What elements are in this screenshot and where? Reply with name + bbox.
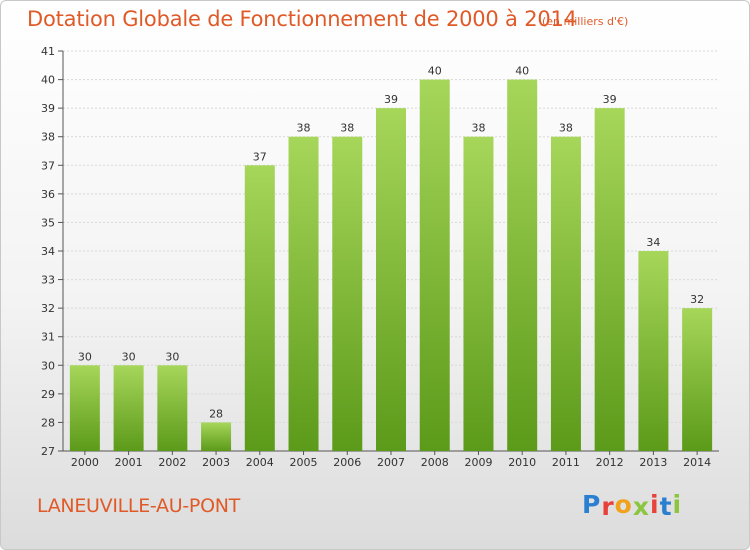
bar (244, 165, 275, 452)
data-label: 38 (559, 122, 573, 135)
x-tick-label: 2007 (377, 456, 405, 469)
logo-letter: i (672, 490, 683, 519)
data-label: 37 (253, 150, 267, 163)
logo-letter: x (632, 492, 650, 521)
x-tick-label: 2008 (421, 456, 449, 469)
y-tick-label: 32 (41, 302, 55, 315)
x-tick-label: 2011 (552, 456, 580, 469)
x-tick-label: 2012 (596, 456, 624, 469)
y-tick-label: 29 (41, 388, 55, 401)
data-label: 34 (646, 236, 660, 249)
logo-letter: r (601, 492, 615, 521)
bar (69, 365, 100, 451)
data-label: 39 (603, 93, 617, 106)
chart-title: Dotation Globale de Fonctionnement de 20… (27, 7, 577, 31)
proxiti-logo: Proxiti (582, 490, 683, 521)
x-tick-label: 2005 (290, 456, 318, 469)
data-label: 38 (297, 122, 311, 135)
logo-letter: t (659, 492, 673, 521)
logo-letter: i (650, 490, 660, 519)
bar (157, 365, 188, 451)
y-tick-label: 38 (41, 131, 55, 144)
x-tick-label: 2001 (115, 456, 143, 469)
x-tick-label: 2014 (683, 456, 711, 469)
data-label: 40 (515, 65, 529, 78)
data-label: 32 (690, 293, 704, 306)
bar (638, 251, 669, 451)
x-tick-label: 2004 (246, 456, 274, 469)
bar (419, 79, 450, 452)
data-label: 30 (122, 350, 136, 363)
logo-letter: o (614, 490, 633, 519)
y-tick-label: 35 (41, 216, 55, 229)
x-tick-label: 2000 (71, 456, 99, 469)
y-tick-label: 40 (41, 74, 55, 87)
bar (332, 136, 363, 451)
data-label: 40 (428, 65, 442, 78)
y-tick-label: 39 (41, 102, 55, 115)
y-tick-label: 41 (41, 45, 55, 58)
x-tick-label: 2010 (508, 456, 536, 469)
x-tick-label: 2009 (464, 456, 492, 469)
y-tick-label: 36 (41, 188, 55, 201)
chart-unit-label: (en milliers d'€) (542, 15, 629, 28)
y-tick-label: 37 (41, 159, 55, 172)
bar (682, 308, 713, 451)
y-tick-label: 27 (41, 445, 55, 458)
bar (507, 79, 538, 452)
data-label: 39 (384, 93, 398, 106)
bar (113, 365, 144, 451)
y-tick-label: 34 (41, 245, 55, 258)
y-tick-label: 31 (41, 331, 55, 344)
x-tick-label: 2013 (639, 456, 667, 469)
bar (463, 136, 494, 451)
bar (288, 136, 319, 451)
y-tick-label: 33 (41, 274, 55, 287)
bar (550, 136, 581, 451)
logo-letter: P (582, 490, 602, 519)
data-label: 38 (471, 122, 485, 135)
bar (201, 422, 232, 451)
bar (594, 108, 625, 452)
x-tick-label: 2003 (202, 456, 230, 469)
y-tick-label: 28 (41, 416, 55, 429)
x-tick-label: 2006 (333, 456, 361, 469)
data-label: 38 (340, 122, 354, 135)
y-tick-label: 30 (41, 359, 55, 372)
data-label: 30 (78, 350, 92, 363)
data-label: 30 (165, 350, 179, 363)
bar (376, 108, 406, 452)
commune-name: LANEUVILLE-AU-PONT (37, 495, 240, 517)
data-label: 28 (209, 407, 223, 420)
x-tick-label: 2002 (158, 456, 186, 469)
